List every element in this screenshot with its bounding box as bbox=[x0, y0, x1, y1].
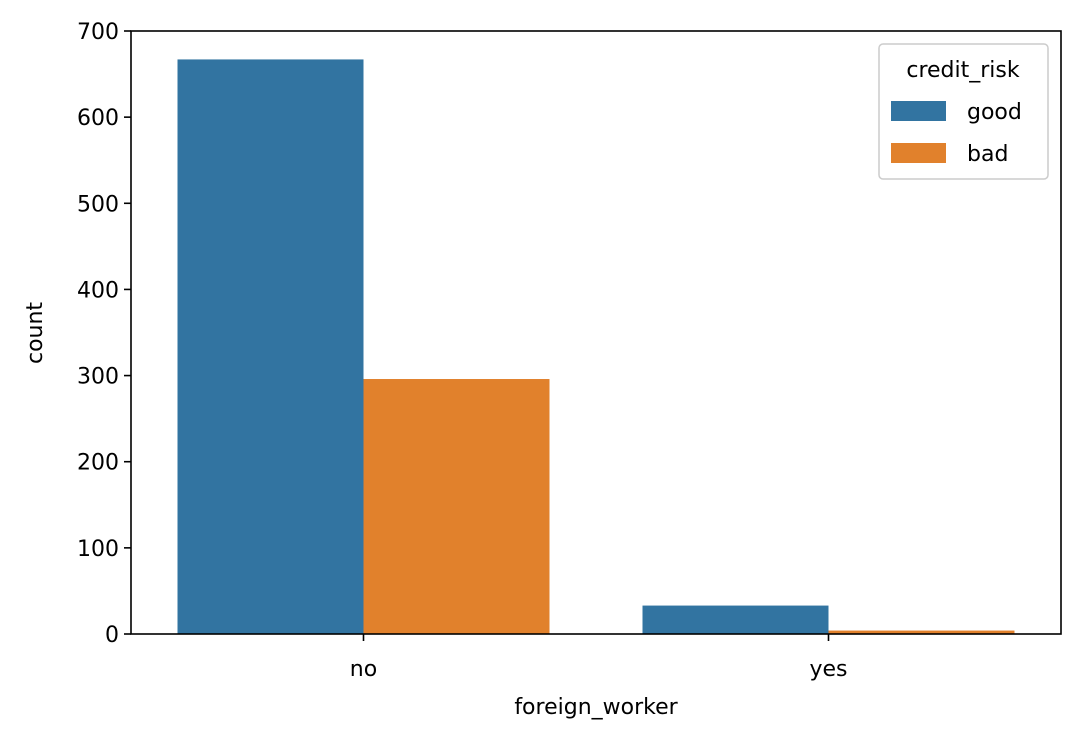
x-tick-label: yes bbox=[809, 657, 847, 682]
x-axis-title: foreign_worker bbox=[514, 695, 678, 720]
bar-bad-no bbox=[363, 379, 550, 634]
legend-label-bad: bad bbox=[967, 142, 1008, 167]
bar-good-no bbox=[177, 59, 364, 635]
y-tick-label: 700 bbox=[77, 20, 119, 45]
plot-frame bbox=[130, 30, 1062, 635]
legend-swatch-good bbox=[891, 101, 946, 121]
y-tick-label: 600 bbox=[77, 106, 119, 131]
y-tick-label: 200 bbox=[77, 451, 119, 476]
y-axis-title: count bbox=[23, 302, 48, 364]
y-tick-label: 100 bbox=[77, 537, 119, 562]
y-axis: 0 100 200 300 400 500 600 700 bbox=[77, 20, 131, 648]
legend-title: credit_risk bbox=[906, 58, 1020, 83]
legend-swatch-bad bbox=[891, 143, 946, 163]
bar-good-yes bbox=[642, 605, 829, 634]
y-tick-label: 300 bbox=[77, 365, 119, 390]
x-axis: no yes bbox=[350, 634, 848, 682]
legend-label-good: good bbox=[967, 100, 1022, 125]
x-tick-label: no bbox=[350, 657, 377, 682]
y-tick-label: 500 bbox=[77, 192, 119, 217]
y-tick-label: 400 bbox=[77, 278, 119, 303]
y-tick-label: 0 bbox=[105, 623, 119, 648]
bar-bad-yes bbox=[828, 630, 1015, 634]
bars-group bbox=[177, 59, 1015, 635]
legend: credit_risk good bad bbox=[878, 43, 1049, 180]
